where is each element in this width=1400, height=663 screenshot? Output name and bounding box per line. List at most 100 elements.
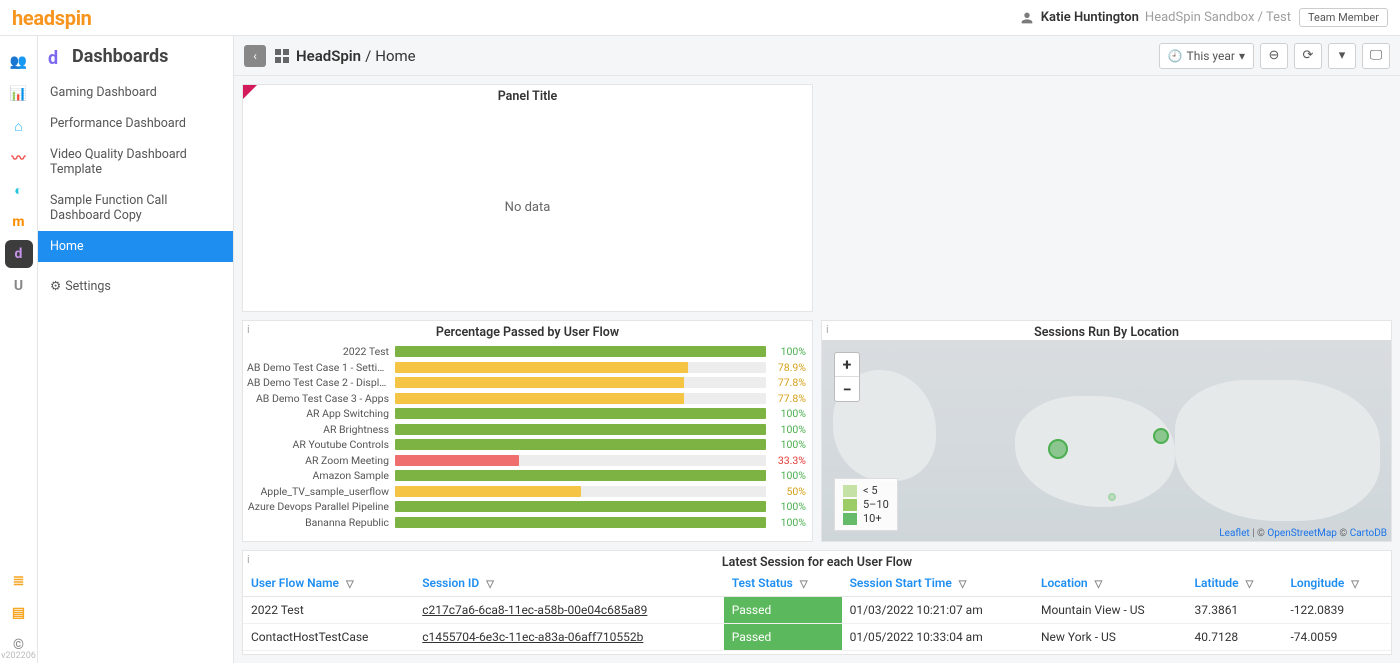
bar-label: Azure Devops Parallel Pipeline xyxy=(247,500,395,513)
flow-icon[interactable]: 〰 xyxy=(5,144,33,172)
panel-empty-slot xyxy=(821,84,1392,312)
barchart-icon[interactable]: 📊 xyxy=(5,80,33,108)
legend-label: 5–10 xyxy=(863,498,889,511)
filter-icon[interactable]: ▽ xyxy=(1095,579,1103,590)
bar-fill xyxy=(395,377,684,388)
list-icon[interactable]: ≣ xyxy=(5,567,33,595)
session-link[interactable]: c217c7a6-6ca8-11ec-a58b-00e04c685a89 xyxy=(422,603,647,617)
sidebar-item[interactable]: Home xyxy=(38,231,233,262)
user-name: Katie Huntington xyxy=(1041,10,1139,25)
bar-value: 100% xyxy=(766,423,806,436)
refresh-button[interactable]: ⟳ xyxy=(1294,43,1322,69)
filter-icon[interactable]: ▽ xyxy=(959,579,967,590)
bar-track xyxy=(395,439,766,450)
map-zoom-in[interactable]: + xyxy=(835,353,859,377)
map-legend-row: < 5 xyxy=(843,484,889,497)
table-header[interactable]: Session Start Time ▽ xyxy=(842,570,1033,597)
u-icon[interactable]: U xyxy=(5,272,33,300)
bar-row: Bananna Republic100% xyxy=(247,515,806,530)
sidebar-item[interactable]: Video Quality Dashboard Template xyxy=(38,139,233,185)
legend-label: 10+ xyxy=(863,512,882,525)
bar-fill xyxy=(395,501,766,512)
bar-row: AR Youtube Controls100% xyxy=(247,437,806,452)
role-badge: Team Member xyxy=(1299,8,1388,27)
map-zoom-controls: + − xyxy=(834,352,860,402)
time-range-picker[interactable]: 🕘 This year ▾ xyxy=(1159,43,1254,69)
monitor-button[interactable]: 🖵 xyxy=(1362,43,1390,69)
time-range-label: This year xyxy=(1187,49,1235,63)
dashboard-icon: d xyxy=(48,48,66,66)
bar-row: AB Demo Test Case 2 - Display77.8% xyxy=(247,375,806,390)
zoom-out-button[interactable]: ⊖ xyxy=(1260,43,1288,69)
filter-icon[interactable]: ▽ xyxy=(486,579,494,590)
home-icon[interactable]: ⌂ xyxy=(5,112,33,140)
legend-swatch xyxy=(843,485,857,497)
table-cell: -74.0059 xyxy=(1282,624,1391,651)
bar-value: 100% xyxy=(766,469,806,482)
table-cell: 01/03/2022 10:21:07 am xyxy=(842,597,1033,624)
bar-track xyxy=(395,470,766,481)
bar-value: 100% xyxy=(766,500,806,513)
grid-icon xyxy=(274,48,290,64)
bar-label: AR App Switching xyxy=(247,407,395,420)
panel-blank-title: Panel Title xyxy=(243,85,812,104)
table-header[interactable]: Location ▽ xyxy=(1033,570,1187,597)
panel-map: i Sessions Run By Location + − < 55–1010… xyxy=(821,320,1392,542)
table-header[interactable]: User Flow Name ▽ xyxy=(243,570,414,597)
sidebar-item[interactable]: Gaming Dashboard xyxy=(38,77,233,108)
sidebar-item[interactable]: Sample Function Call Dashboard Copy xyxy=(38,185,233,231)
session-link[interactable]: c1455704-6e3c-11ec-a83a-06aff710552b xyxy=(422,630,643,644)
table-header[interactable]: Longitude ▽ xyxy=(1282,570,1391,597)
map-zoom-out[interactable]: − xyxy=(835,377,859,401)
table-row: ContactHostTestCasec1455704-6e3c-11ec-a8… xyxy=(243,624,1391,651)
filter-icon[interactable]: ▽ xyxy=(346,579,354,590)
people-icon[interactable]: 👥 xyxy=(5,48,33,76)
carto-link[interactable]: CartoDB xyxy=(1350,528,1387,539)
table-header[interactable]: Test Status ▽ xyxy=(724,570,842,597)
crumb-root[interactable]: HeadSpin xyxy=(296,47,361,65)
filter-icon[interactable]: ▽ xyxy=(800,579,808,590)
map-canvas[interactable]: + − < 55–1010+ Leaflet | © OpenStreetMap… xyxy=(822,340,1391,541)
bar-track xyxy=(395,377,766,388)
back-button[interactable]: ‹ xyxy=(244,45,266,67)
bar-label: AR Youtube Controls xyxy=(247,438,395,451)
map-location-dot[interactable] xyxy=(1108,493,1116,501)
bar-row: Amazon Sample100% xyxy=(247,468,806,483)
bar-track xyxy=(395,501,766,512)
table-header[interactable]: Session ID ▽ xyxy=(414,570,723,597)
poke-icon[interactable]: ◐ xyxy=(5,176,33,204)
map-location-dot[interactable] xyxy=(1153,428,1169,444)
bar-label: AR Zoom Meeting xyxy=(247,454,395,467)
user-context: HeadSpin Sandbox / Test xyxy=(1145,10,1291,25)
map-title: Sessions Run By Location xyxy=(822,321,1391,340)
icon-rail: 👥📊⌂〰◐mdU ≣▤© v202206 xyxy=(0,36,38,663)
sidebar-item[interactable]: Performance Dashboard xyxy=(38,108,233,139)
filter-icon[interactable]: ▽ xyxy=(1351,579,1359,590)
info-icon[interactable]: i xyxy=(247,323,250,336)
map-attribution: Leaflet | © OpenStreetMap © CartoDB xyxy=(1219,528,1387,539)
doc-icon[interactable]: ▤ xyxy=(5,599,33,627)
info-icon[interactable]: i xyxy=(826,323,829,336)
table-header[interactable]: Latitude ▽ xyxy=(1187,570,1283,597)
leaflet-link[interactable]: Leaflet xyxy=(1219,528,1249,539)
filter-icon[interactable]: ▽ xyxy=(1246,579,1254,590)
crumb-leaf[interactable]: Home xyxy=(375,47,415,65)
sidebar-settings[interactable]: ⚙ Settings xyxy=(38,270,233,302)
osm-link[interactable]: OpenStreetMap xyxy=(1267,528,1337,539)
info-icon[interactable]: i xyxy=(247,553,250,566)
chevron-down-icon: ▾ xyxy=(1239,49,1245,63)
table-cell: Mountain View - US xyxy=(1033,597,1187,624)
d-icon[interactable]: d xyxy=(5,240,33,268)
m-icon[interactable]: m xyxy=(5,208,33,236)
bar-label: Bananna Republic xyxy=(247,516,395,529)
table-cell: Passed xyxy=(724,597,842,624)
bar-value: 100% xyxy=(766,345,806,358)
no-data-label: No data xyxy=(243,104,812,311)
version-label: v202206 xyxy=(1,651,36,661)
bar-track xyxy=(395,408,766,419)
bar-track xyxy=(395,393,766,404)
logo: headspin xyxy=(12,6,92,30)
map-location-dot[interactable] xyxy=(1048,439,1068,459)
bar-fill xyxy=(395,455,519,466)
refresh-dropdown[interactable]: ▾ xyxy=(1328,43,1356,69)
